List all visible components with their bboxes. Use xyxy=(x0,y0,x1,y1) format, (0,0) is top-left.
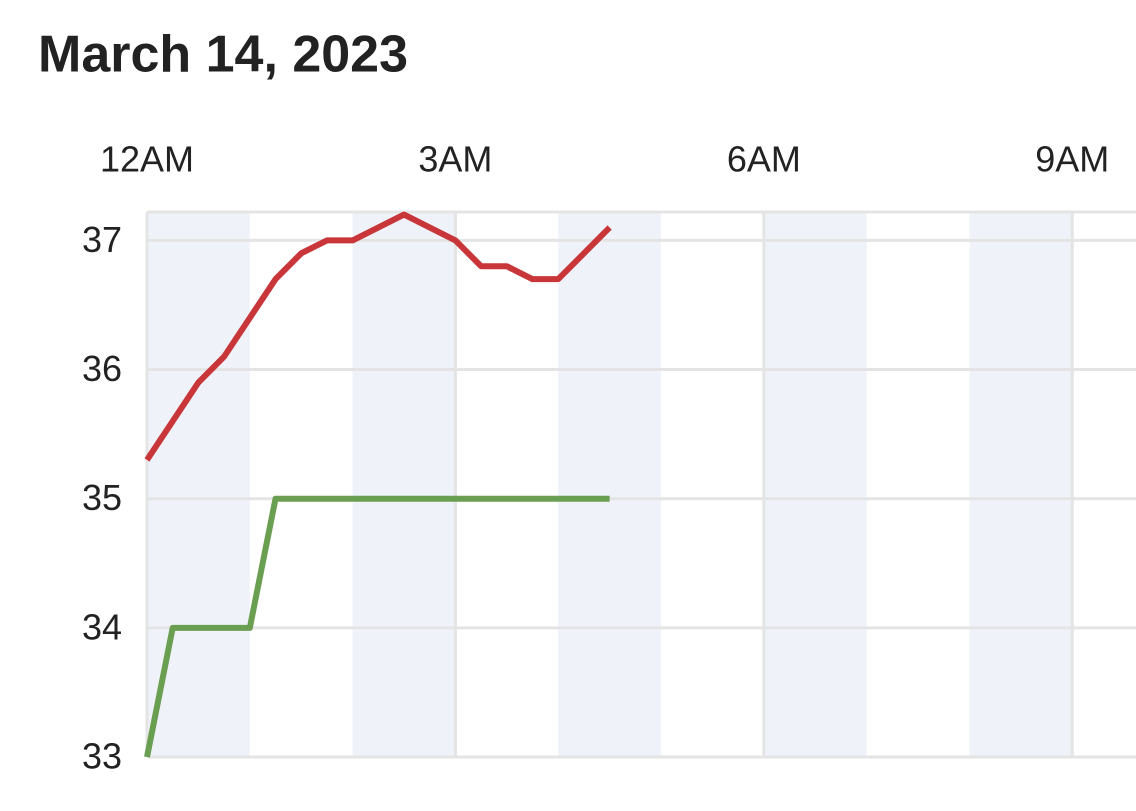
hour-band xyxy=(763,212,867,757)
hour-band xyxy=(969,212,1073,757)
series-line xyxy=(144,211,612,462)
x-tick-label: 9AM xyxy=(1035,139,1109,180)
hour-band xyxy=(352,212,456,757)
y-tick-label: 36 xyxy=(82,348,122,389)
y-tick-label: 37 xyxy=(82,219,122,260)
y-tick-label: 35 xyxy=(82,477,122,518)
chart-title: March 14, 2023 xyxy=(38,26,408,84)
y-tick-label: 33 xyxy=(82,736,122,777)
hour-band xyxy=(558,212,662,757)
x-tick-label: 6AM xyxy=(727,139,801,180)
y-tick-label: 34 xyxy=(82,606,122,647)
x-tick-label: 12AM xyxy=(100,139,194,180)
x-tick-label: 3AM xyxy=(418,139,492,180)
series-line xyxy=(144,495,610,758)
